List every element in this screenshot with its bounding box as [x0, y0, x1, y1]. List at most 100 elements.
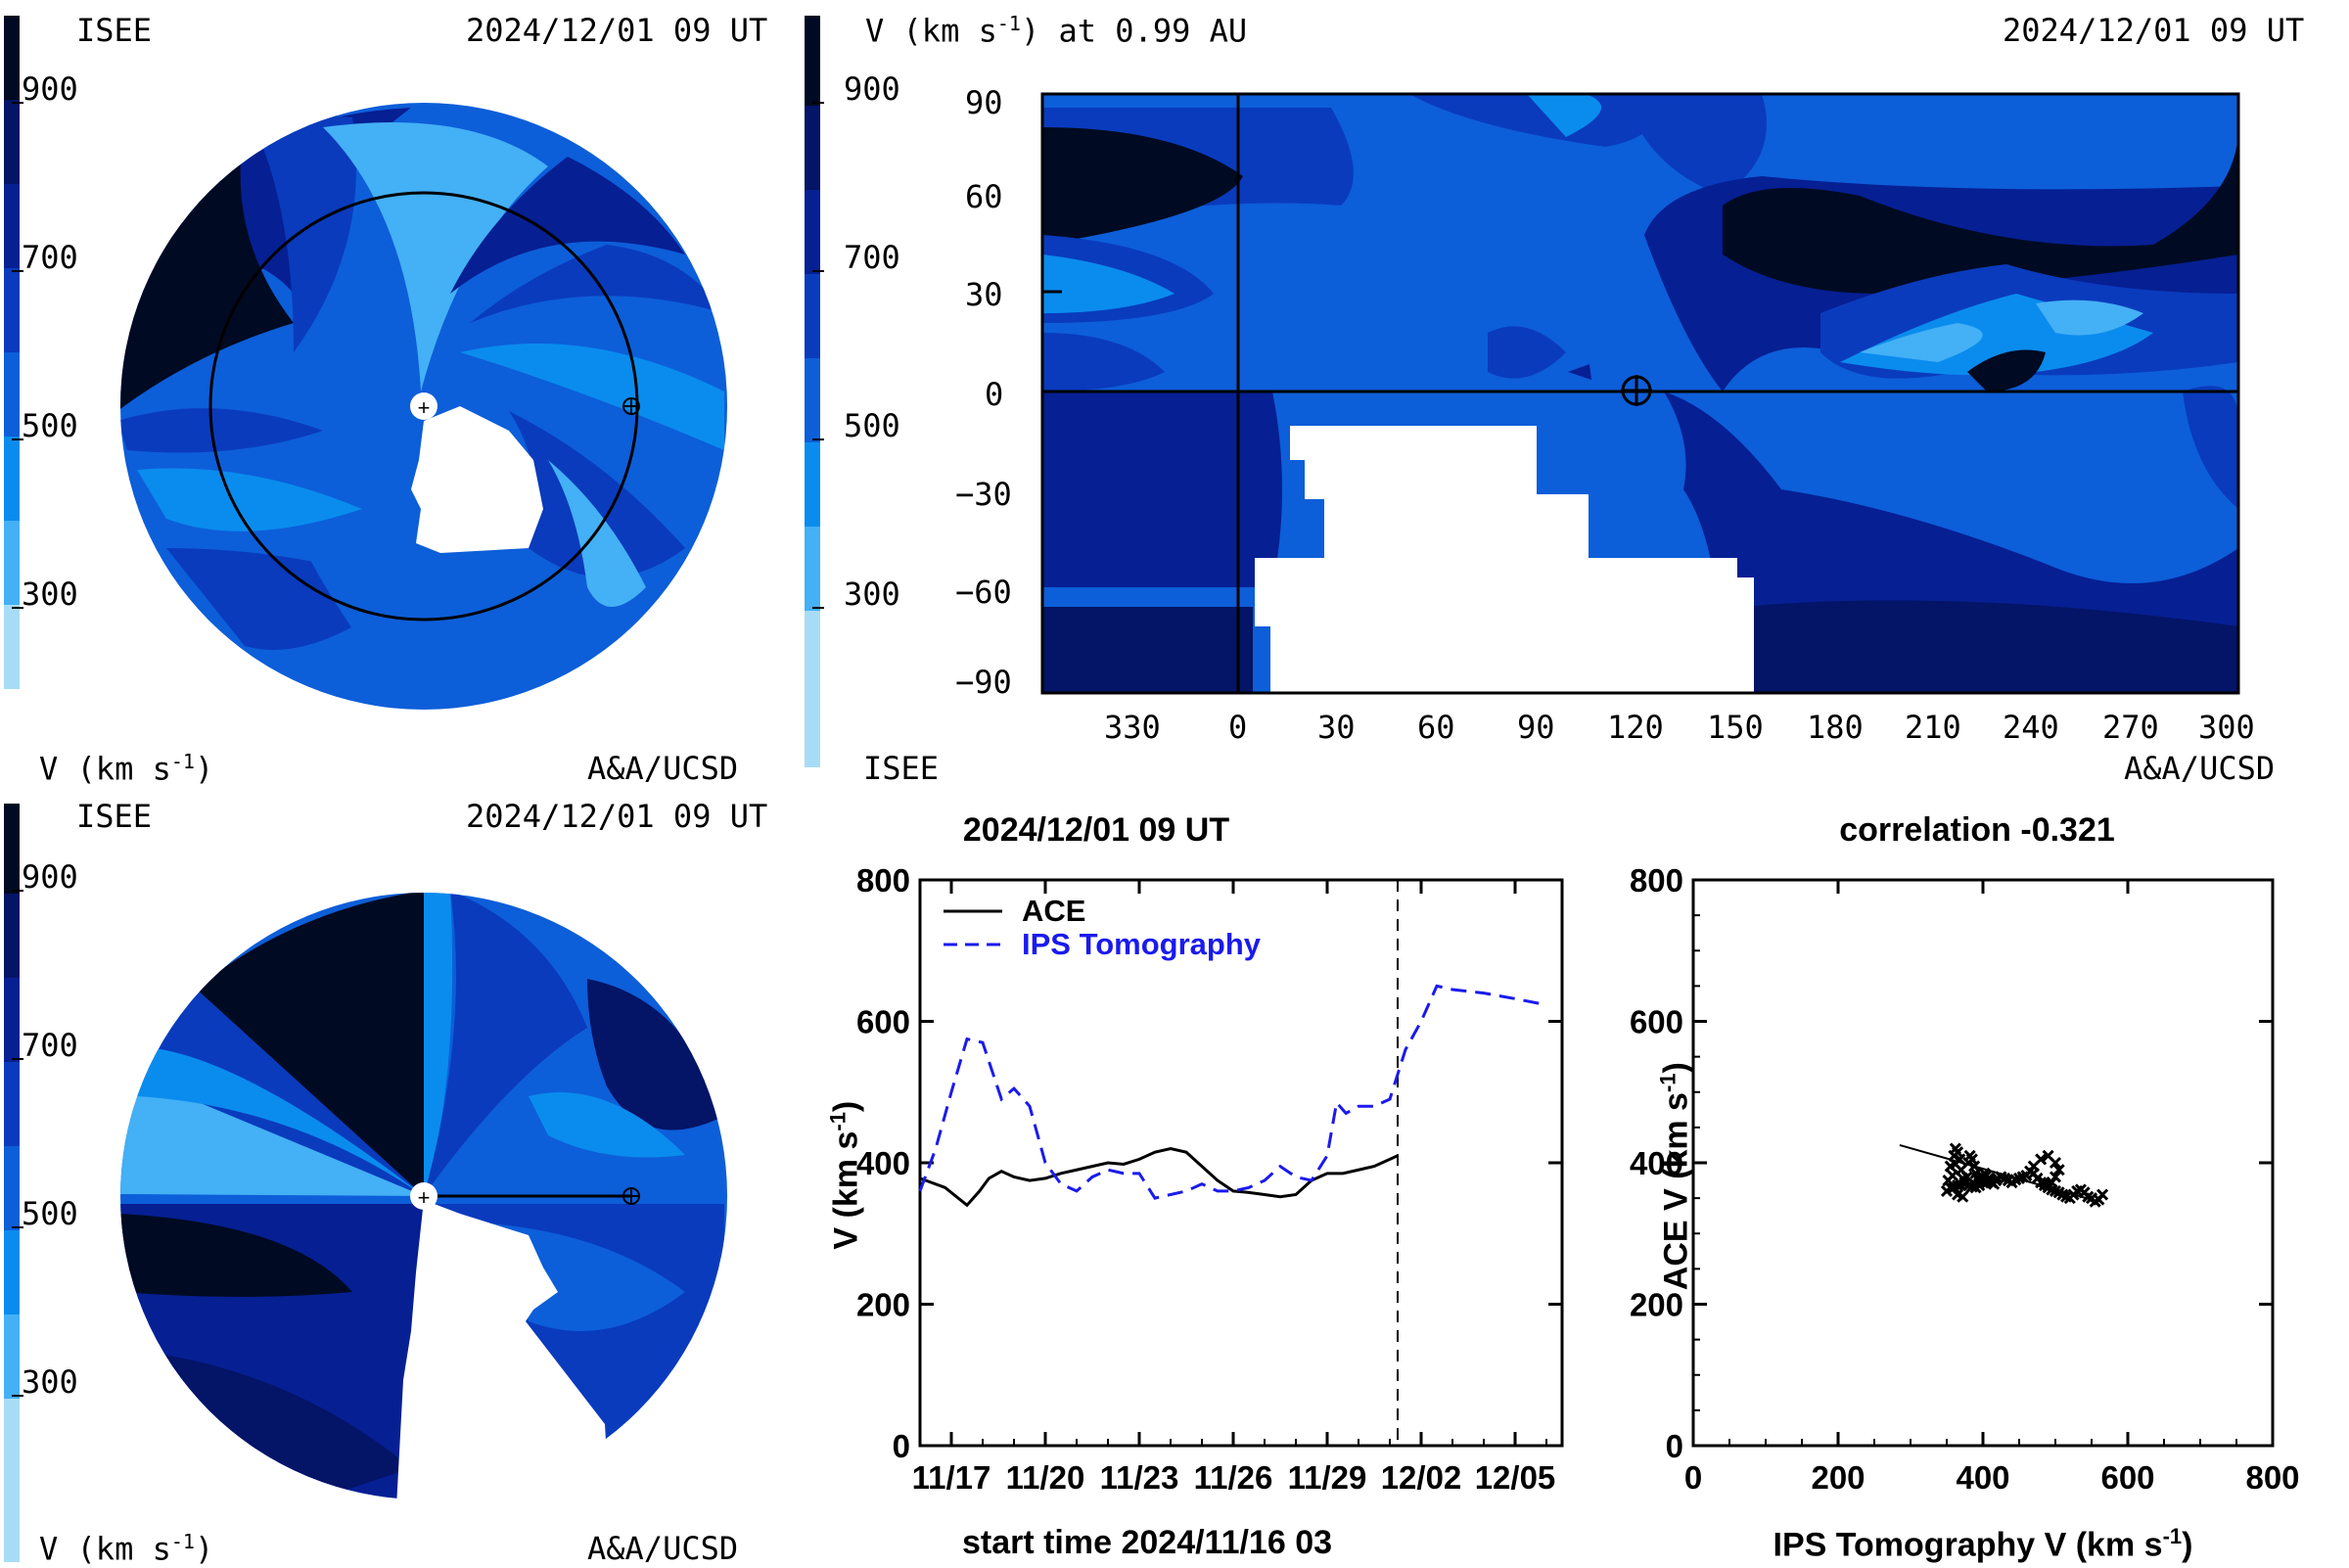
x-axis-label: start time 2024/11/16 03	[961, 1524, 1333, 1561]
colorbar-band	[805, 442, 820, 527]
scatter-point	[2052, 1164, 2065, 1176]
colorbar-band	[4, 268, 20, 352]
scatter-point	[1946, 1169, 1958, 1182]
label-isee: ISEE	[76, 12, 153, 49]
sun-marker	[410, 392, 438, 420]
plot-frame	[918, 878, 1564, 1448]
colorbar-band	[4, 1314, 20, 1399]
x-tick-label: 180	[1807, 709, 1864, 746]
x-tick-label: 800	[2245, 1459, 2299, 1496]
latlon-map	[1040, 92, 2240, 695]
colorbar-band	[4, 437, 20, 521]
x-tick-label: 600	[2100, 1459, 2154, 1496]
scatter-point	[2035, 1153, 2048, 1166]
series-line-ips-tomography	[918, 984, 1541, 1200]
y-tick-label: 30	[965, 276, 1003, 313]
map-title: V (km s-1) at 0.99 AU	[865, 12, 1248, 50]
colorbar-band	[805, 190, 820, 274]
colorbar-tick-label: 700	[844, 239, 900, 276]
x-tick-label: 90	[1517, 709, 1555, 746]
colorbar-band	[805, 611, 820, 767]
scatter-point	[2049, 1156, 2062, 1170]
y-axis-label: ACE V (km s-1)	[1655, 1062, 1695, 1291]
x-tick-label: 12/05	[1475, 1459, 1556, 1496]
colorbar-band	[4, 1146, 20, 1230]
colorbar	[4, 16, 20, 730]
x-tick-label: 11/23	[1100, 1459, 1179, 1496]
x-tick-label: 270	[2102, 709, 2159, 746]
label-isee: ISEE	[863, 750, 940, 787]
y-tick-label: 200	[1630, 1287, 1683, 1323]
panel-top-left: 900 700 500 300 ISEE 2024/12/01 09 UT +	[0, 0, 783, 788]
scatter-point	[2096, 1188, 2109, 1201]
label-isee: ISEE	[76, 798, 153, 835]
y-axis-label: V (km s-1)	[825, 1100, 865, 1250]
x-tick-label: 11/17	[912, 1459, 991, 1496]
y-tick-label: 800	[1630, 862, 1683, 899]
colorbar-tick-label: 900	[844, 70, 900, 108]
credit-label: A&A/UCSD	[587, 750, 739, 787]
panel-scatter: correlation -0.321 800 600 400 200 0 0 200 400 6…	[1566, 788, 2349, 1566]
unit-label: V (km s-1)	[39, 1530, 214, 1568]
colorbar-tick-label: 900	[22, 858, 78, 896]
x-tick-label: 120	[1607, 709, 1664, 746]
x-axis-label: IPS Tomography V (km s-1)	[1773, 1524, 2193, 1564]
colorbar-band	[805, 16, 820, 106]
colorbar-band	[4, 1399, 20, 1562]
credit-label: A&A/UCSD	[587, 1530, 739, 1567]
x-tick-label: 400	[1956, 1459, 2009, 1496]
y-tick-label: 200	[856, 1287, 910, 1323]
legend-label: ACE	[1022, 894, 1085, 928]
colorbar-tick-label: 700	[22, 1027, 78, 1064]
x-tick-label: 300	[2198, 709, 2255, 746]
panel-time-series: 2024/12/01 09 UT 800 600 400 200 0 11/17 11/20…	[783, 788, 1566, 1566]
x-tick-label: 150	[1707, 709, 1764, 746]
x-tick-label: 60	[1417, 709, 1455, 746]
colorbar-band	[4, 352, 20, 437]
y-tick-label: −90	[955, 664, 1012, 701]
scatter-point	[1976, 1176, 1990, 1189]
scatter-point	[1949, 1158, 1961, 1171]
y-tick-label: 0	[985, 376, 1004, 413]
polar-meridional-map: +	[120, 893, 727, 1507]
data-gap	[1255, 426, 1754, 693]
x-tick-label: 0	[1684, 1459, 1702, 1496]
colorbar-tick-label: 900	[22, 70, 78, 108]
x-tick-label: 210	[1905, 709, 1961, 746]
series-line-ace	[919, 1147, 1399, 1208]
colorbar-tick-label: 300	[844, 576, 900, 613]
colorbar-tick-label: 500	[22, 407, 78, 444]
y-tick-label: 0	[1666, 1428, 1683, 1464]
credit-label: A&A/UCSD	[2124, 750, 2276, 787]
colorbar-tick-label: 700	[22, 239, 78, 276]
colorbar-band	[4, 978, 20, 1062]
x-tick-label: 11/20	[1006, 1459, 1085, 1496]
x-tick-label: 11/29	[1288, 1459, 1367, 1496]
x-tick-label: 240	[2003, 709, 2059, 746]
colorbar-band	[4, 894, 20, 978]
colorbar-band	[4, 100, 20, 184]
x-tick-label: 11/26	[1194, 1459, 1273, 1496]
y-tick-label: 0	[893, 1428, 910, 1464]
polar-map: +	[120, 103, 727, 710]
data-gap	[411, 406, 543, 553]
colorbar	[4, 804, 20, 1562]
colorbar	[805, 16, 820, 769]
colorbar-tick-label: 500	[22, 1195, 78, 1232]
colorbar-band	[805, 358, 820, 442]
data-gap	[396, 1200, 610, 1507]
y-tick-label: 400	[856, 1145, 910, 1181]
colorbar-band	[805, 527, 820, 611]
y-tick-label: 90	[965, 84, 1003, 121]
colorbar-band	[4, 16, 20, 100]
chart-title: 2024/12/01 09 UT	[962, 811, 1230, 849]
x-tick-label: 12/02	[1381, 1459, 1462, 1496]
y-tick-label: −60	[955, 574, 1012, 611]
x-tick-label: 30	[1317, 709, 1356, 746]
sun-marker	[410, 1182, 438, 1210]
unit-label: V (km s-1)	[39, 750, 214, 788]
colorbar-tick-label: 500	[844, 407, 900, 444]
timestamp: 2024/12/01 09 UT	[466, 798, 768, 835]
y-tick-label: 60	[965, 178, 1003, 215]
colorbar-band	[4, 804, 20, 894]
